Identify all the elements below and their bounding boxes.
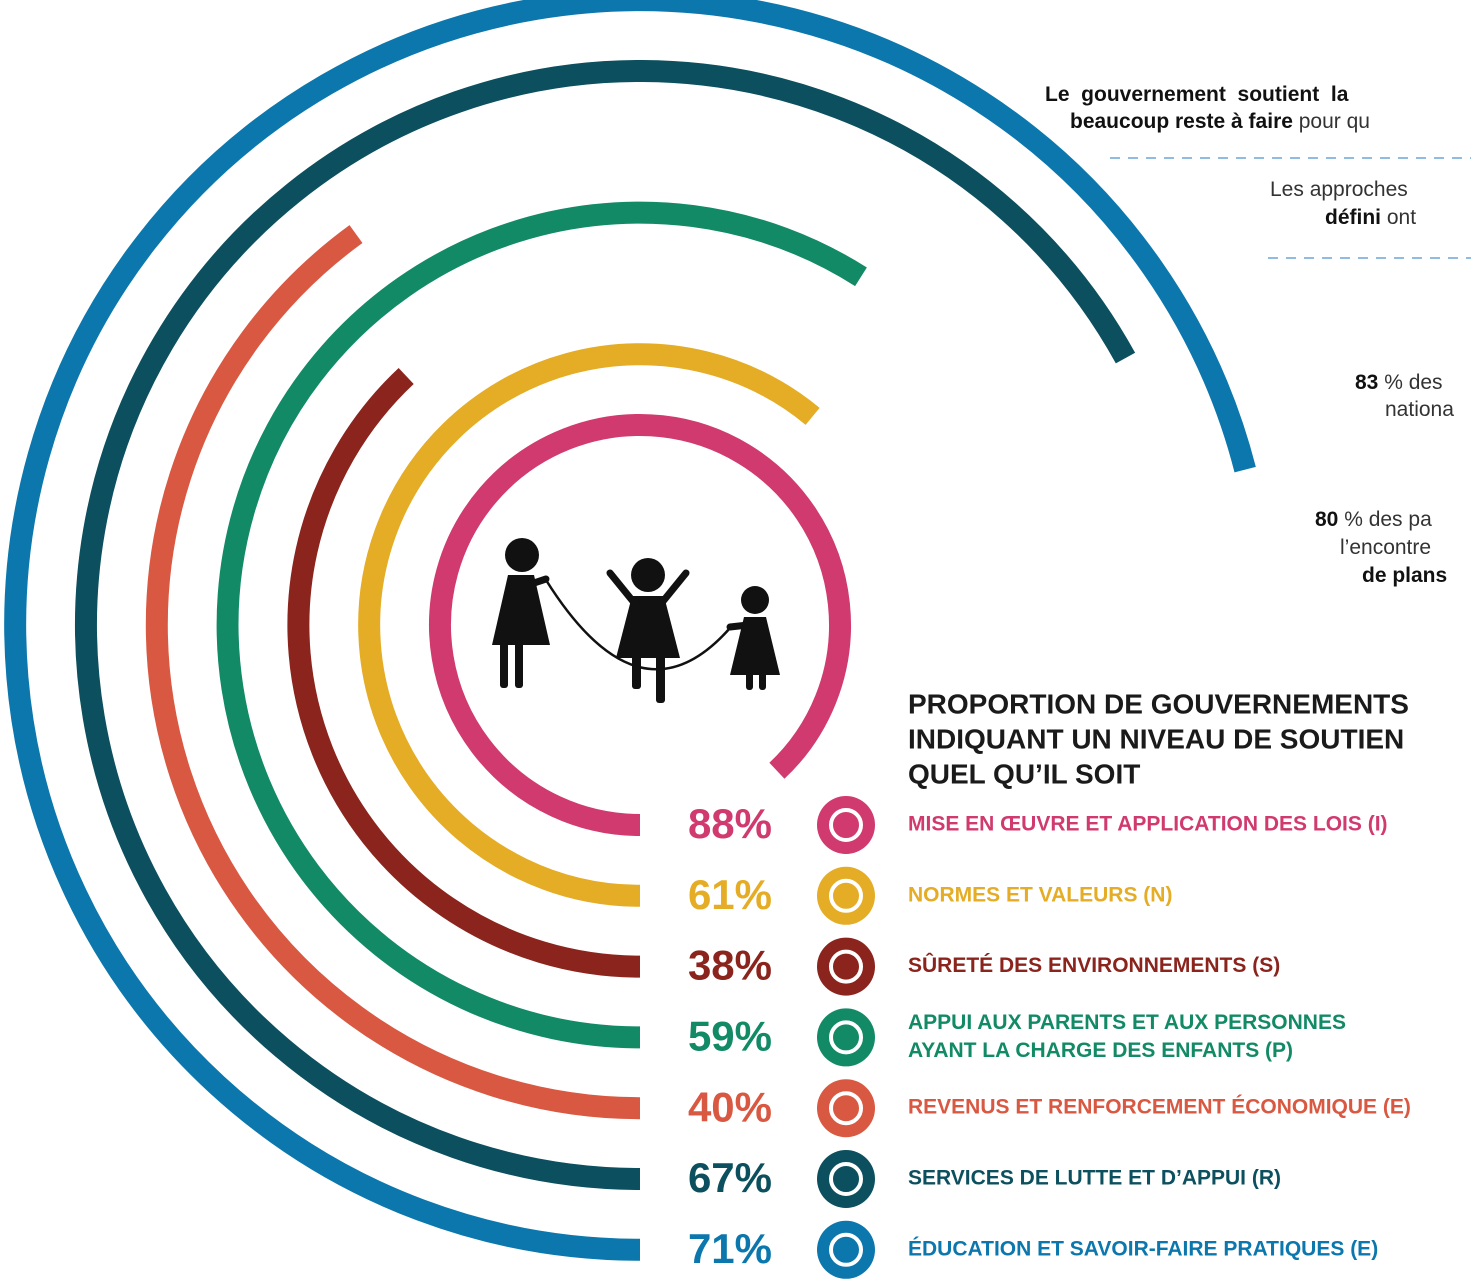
annotation-part: Les approches [1270,178,1408,201]
category-icon-inner [829,808,863,842]
children-icon [492,538,780,703]
radial-bar [4,0,1256,1261]
chart-title: QUEL QU’IL SOIT [908,758,1140,789]
category-label: REVENUS ET RENFORCEMENT ÉCONOMIQUE (E) [908,1096,1411,1119]
annotation-part: % des pa [1338,508,1432,531]
annotation: Les approches [1270,178,1408,201]
annotation-part: Le gouvernement soutient la [1045,83,1349,106]
annotation: de plans [1362,564,1447,587]
category-icon-inner [829,878,863,913]
category-icon [817,1150,875,1208]
radial-bar [216,201,867,1049]
annotation: nationa [1385,398,1454,421]
annotation-part: de plans [1362,564,1447,587]
radial-bar [287,367,641,978]
annotation-part: % des [1378,371,1442,394]
annotation-part: nationa [1385,398,1454,421]
category-label: MISE EN ŒUVRE ET APPLICATION DES LOIS (I… [908,813,1388,836]
category-icon [817,1220,875,1279]
annotation-part: beaucoup reste à faire [1070,110,1293,133]
chart-title: PROPORTION DE GOUVERNEMENTS [908,688,1409,719]
annotation: défini ont [1325,206,1416,229]
value-label: 38% [688,942,772,989]
category-icon [817,1008,875,1067]
annotation-part: 80 [1315,508,1338,531]
annotation-part: défini [1325,206,1381,229]
category-icon [817,937,875,996]
annotation-part: pour qu [1293,110,1370,133]
annotation: 80 % des pa [1315,508,1432,531]
annotation-part: ont [1381,206,1416,229]
category-icon-inner [829,1162,863,1196]
annotation: Le gouvernement soutient la [1045,83,1349,106]
category-label: ÉDUCATION ET SAVOIR-FAIRE PRATIQUES (E) [908,1237,1378,1260]
category-label: APPUI AUX PARENTS ET AUX PERSONNES [908,1011,1346,1034]
value-label: 88% [688,800,772,847]
category-icon-inner [829,1232,863,1267]
radial-bar [429,414,851,836]
category-icon [817,1079,875,1138]
category-icon [817,866,875,925]
radial-bar [145,225,641,1120]
value-label: 59% [688,1012,772,1059]
category-icon-inner [829,949,863,984]
value-label: 61% [688,871,772,918]
value-label: 71% [688,1225,772,1272]
category-label: SERVICES DE LUTTE ET D’APPUI (R) [908,1167,1281,1190]
annotation-part: l’encontre [1340,536,1431,559]
annotation: beaucoup reste à faire pour qu [1070,110,1370,133]
category-icon-inner [829,1091,863,1126]
category-label: NORMES ET VALEURS (N) [908,883,1172,906]
category-label: AYANT LA CHARGE DES ENFANTS (P) [908,1039,1293,1062]
radial-bar [358,343,820,907]
category-icon-inner [829,1020,863,1055]
value-label: 67% [688,1154,772,1201]
category-label: SÛRETÉ DES ENVIRONNEMENTS (S) [908,953,1280,977]
value-label: 40% [688,1083,772,1130]
category-icon [817,796,875,854]
annotation: 83 % des [1355,371,1443,394]
radial-bar [75,60,1136,1190]
annotation-part: 83 [1355,371,1378,394]
annotation: l’encontre [1340,536,1431,559]
chart-title: INDIQUANT UN NIVEAU DE SOUTIEN [908,723,1404,754]
